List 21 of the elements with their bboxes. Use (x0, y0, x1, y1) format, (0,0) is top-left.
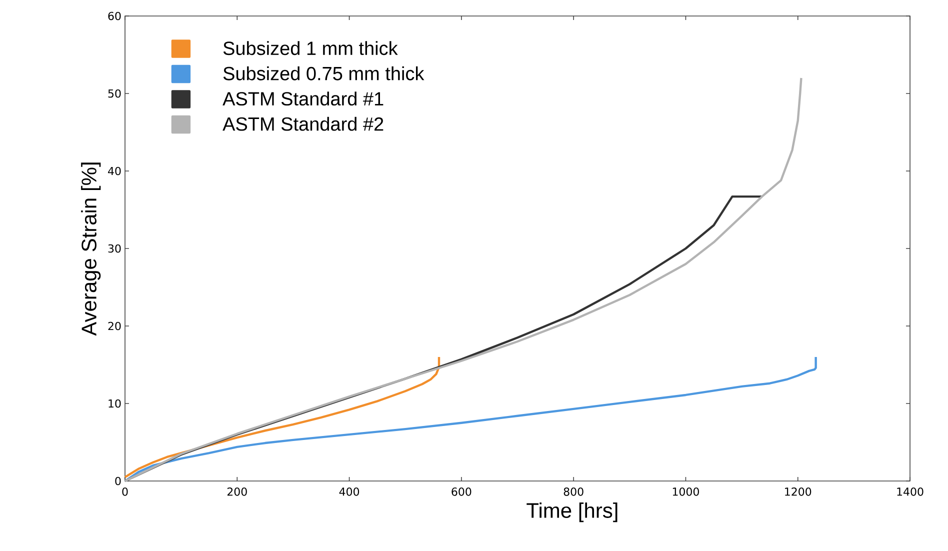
y-tick-label: 30 (108, 244, 121, 253)
y-tick-label: 40 (108, 166, 121, 176)
x-tick-label: 1000 (672, 488, 699, 496)
y-axis-title: Average Strain [%] (81, 162, 101, 336)
x-tick-label: 600 (452, 488, 472, 496)
legend-label: Subsized 1 mm thick (223, 41, 398, 56)
y-tick-label: 60 (108, 12, 121, 20)
y-tick-label: 10 (108, 399, 121, 408)
x-tick-label: 200 (227, 488, 247, 496)
y-tick-label: 20 (108, 322, 121, 330)
legend-label: ASTM Standard #1 (222, 92, 384, 106)
x-tick-label: 1400 (897, 488, 924, 496)
legend-label: ASTM Standard #2 (222, 116, 384, 131)
legend-label: Subsized 0.75 mm thick (223, 66, 424, 80)
x-axis-title: Time [hrs] (526, 502, 618, 522)
y-tick-label: 50 (108, 89, 121, 98)
x-tick-label: 0 (122, 488, 128, 496)
x-tick-label: 400 (339, 488, 360, 496)
x-tick-label: 800 (564, 488, 584, 496)
x-tick-label: 1200 (785, 488, 812, 496)
y-tick-label: 0 (115, 476, 121, 486)
